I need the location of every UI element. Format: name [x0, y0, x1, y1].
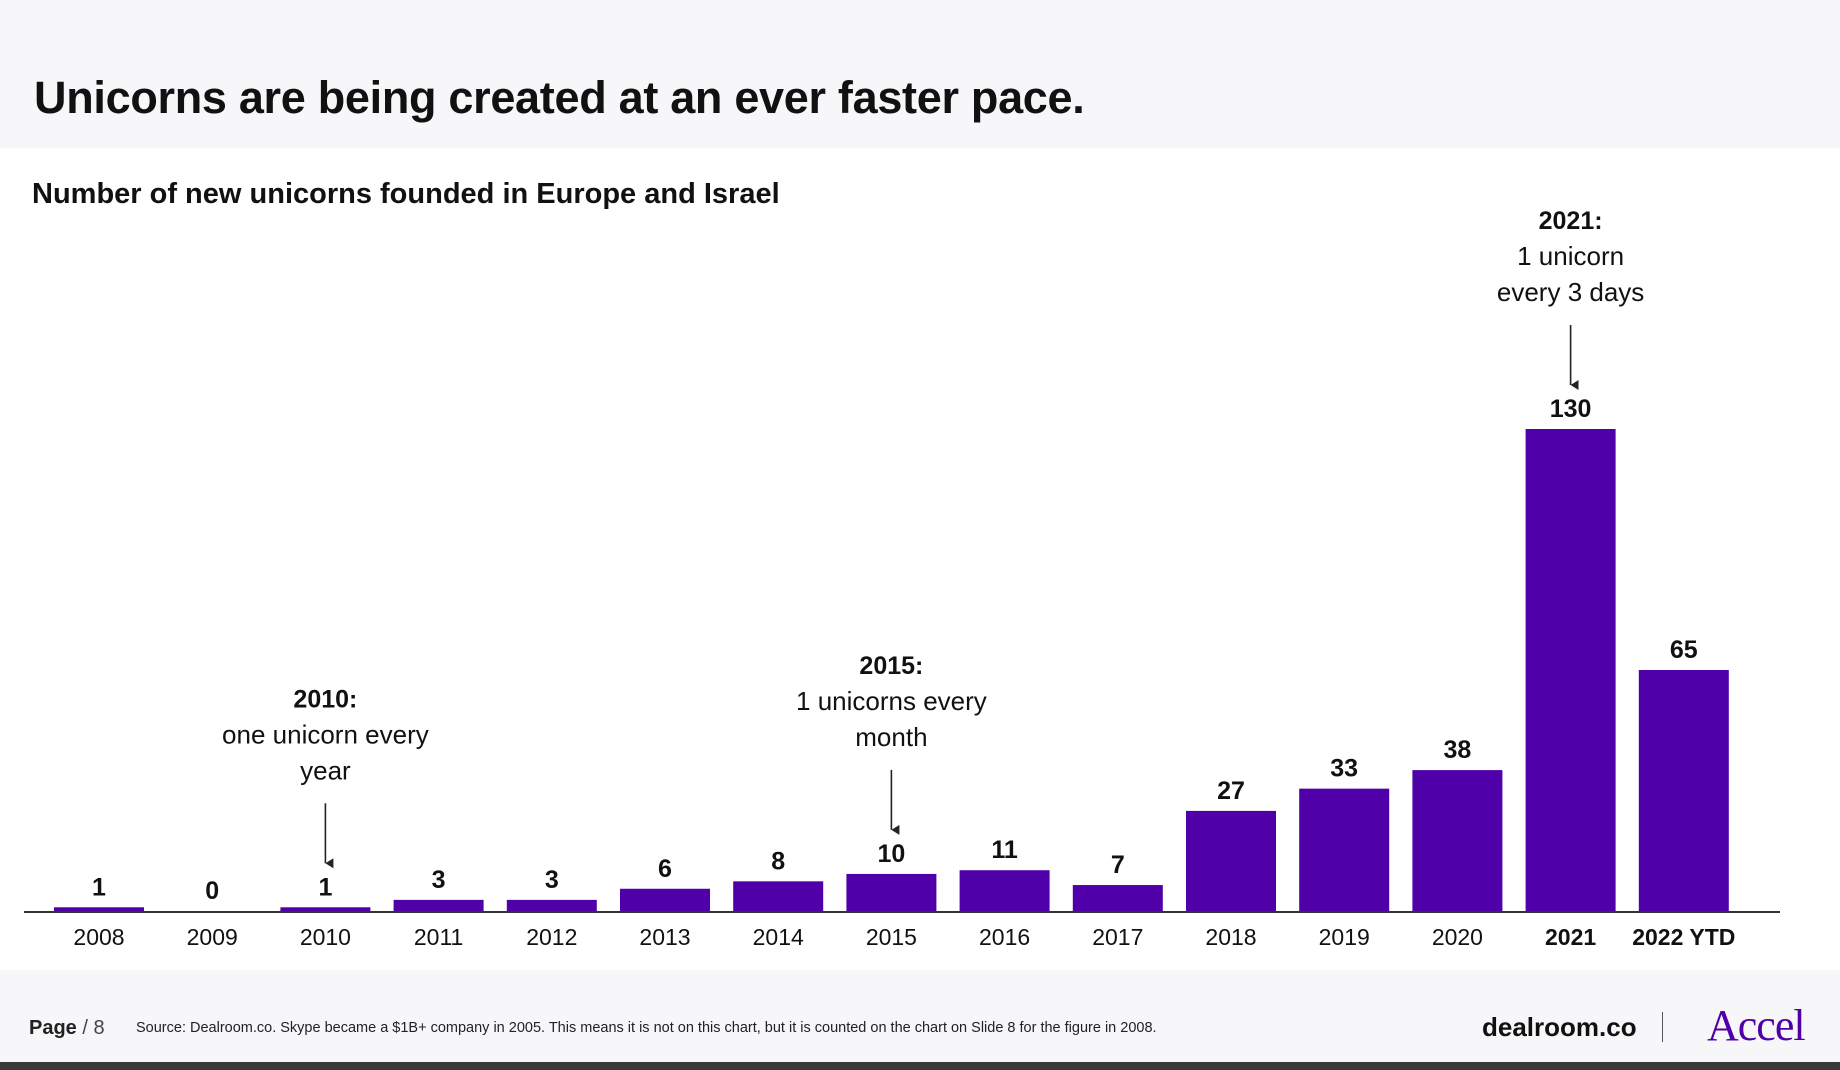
x-tick-label: 2012	[526, 924, 577, 950]
annotation-heading: 2015:	[859, 652, 923, 680]
data-label: 11	[991, 836, 1018, 864]
bar-2011	[393, 899, 484, 911]
x-tick-label: 2013	[639, 924, 690, 950]
x-tick-label: 2015	[866, 924, 917, 950]
x-tick-label: 2009	[187, 924, 238, 950]
bar-2016	[959, 870, 1050, 911]
data-label: 33	[1330, 755, 1358, 783]
slide-title: Unicorns are being created at an ever fa…	[34, 72, 1085, 123]
x-tick-label: 2008	[73, 924, 124, 950]
x-tick-label: 2018	[1205, 924, 1256, 950]
annotation-heading: 2010:	[293, 685, 357, 713]
title-band	[0, 0, 1840, 148]
page-number: Page / 8	[29, 1017, 105, 1040]
accel-logo: Accel	[1707, 1001, 1806, 1050]
brand-divider	[1662, 1012, 1663, 1042]
footer-band	[0, 970, 1840, 1062]
data-label: 10	[877, 840, 905, 868]
bar-2021	[1525, 429, 1616, 911]
data-label: 130	[1550, 395, 1592, 423]
dealroom-logo: dealroom.co	[1482, 1012, 1637, 1042]
data-label: 27	[1217, 777, 1245, 805]
data-label: 1	[92, 873, 106, 901]
annotation-line: year	[300, 755, 351, 785]
x-tick-label: 2022 YTD	[1632, 924, 1735, 950]
data-label: 7	[1111, 851, 1125, 879]
data-label: 1	[318, 873, 332, 901]
bar-2020	[1412, 770, 1503, 911]
bar-2018	[1186, 810, 1276, 911]
x-tick-label: 2021	[1545, 924, 1596, 950]
data-label: 8	[771, 847, 785, 875]
bar-2022-ytd	[1638, 670, 1729, 911]
page-label: Page	[29, 1017, 77, 1039]
bar-2012	[506, 899, 597, 911]
bar-2017	[1072, 885, 1163, 911]
annotation-line: month	[855, 722, 927, 752]
x-tick-label: 2010	[300, 924, 351, 950]
x-tick-label: 2011	[414, 924, 463, 950]
bar-2014	[733, 881, 824, 911]
page-value: / 8	[82, 1017, 105, 1039]
bottom-strip	[0, 1062, 1840, 1070]
annotation-line: one unicorn every	[222, 719, 429, 749]
x-tick-label: 2017	[1092, 924, 1143, 950]
bar-2019	[1299, 788, 1390, 911]
annotation-line: 1 unicorn	[1517, 241, 1624, 271]
chart-subtitle: Number of new unicorns founded in Europe…	[32, 178, 780, 210]
source-note: Source: Dealroom.co. Skype became a $1B+…	[136, 1020, 1157, 1036]
data-label: 3	[432, 866, 446, 894]
bar-2013	[620, 888, 710, 911]
bar-2008	[54, 907, 144, 911]
x-tick-label: 2019	[1319, 924, 1370, 950]
data-label: 3	[545, 866, 559, 894]
x-tick-label: 2014	[753, 924, 804, 950]
x-tick-label: 2016	[979, 924, 1030, 950]
annotation-heading: 2021:	[1539, 207, 1603, 235]
x-tick-label: 2020	[1432, 924, 1483, 950]
bar-2015	[846, 873, 937, 911]
data-label: 38	[1443, 736, 1471, 764]
data-label: 6	[658, 855, 672, 883]
bar-2010	[280, 907, 371, 911]
annotation-line: every 3 days	[1497, 277, 1644, 307]
data-label: 65	[1670, 636, 1698, 664]
data-label: 0	[205, 877, 219, 905]
annotation-line: 1 unicorns every	[796, 686, 987, 716]
